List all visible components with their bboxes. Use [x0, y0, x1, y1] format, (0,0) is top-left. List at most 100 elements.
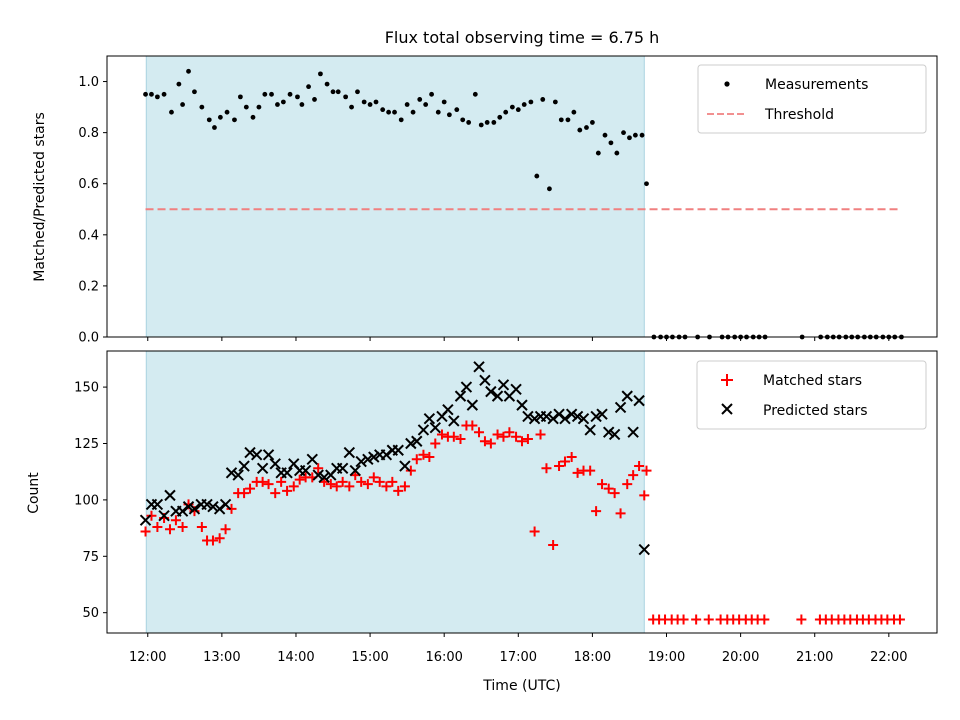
- measurement-point: [361, 99, 367, 105]
- matched-stars-point: [467, 420, 478, 431]
- predicted-stars-point: [565, 408, 578, 420]
- matched-stars-point: [368, 472, 379, 483]
- predicted-stars-point: [176, 505, 189, 517]
- x-tick-label: 12:00: [129, 650, 166, 665]
- matched-stars-point: [628, 470, 639, 481]
- predicted-stars-point: [411, 435, 423, 447]
- measurement-point: [154, 94, 160, 100]
- predicted-stars-point: [584, 424, 596, 436]
- measurement-point: [590, 120, 595, 125]
- measurement-point: [441, 99, 447, 105]
- x-tick-label: 13:00: [203, 650, 240, 665]
- measurement-point: [349, 104, 354, 110]
- matched-stars-point: [703, 614, 714, 625]
- matched-stars-point: [220, 524, 231, 535]
- matched-stars-point: [325, 479, 336, 490]
- measurement-point: [312, 97, 317, 102]
- matched-stars-point: [504, 427, 515, 438]
- predicted-stars-point: [213, 503, 226, 515]
- measurement-point: [565, 117, 571, 123]
- predicted-stars-point: [638, 543, 650, 556]
- predicted-stars-point: [429, 421, 442, 434]
- measurement-point: [186, 68, 191, 74]
- y-tick-label: 0.8: [78, 126, 99, 141]
- predicted-stars-point: [540, 410, 553, 423]
- predicted-stars-point: [399, 460, 411, 472]
- predicted-stars-point: [158, 509, 170, 522]
- x-tick-label: 21:00: [796, 650, 833, 665]
- matched-stars-point: [430, 438, 441, 449]
- measurement-point: [287, 91, 293, 97]
- matched-stars-point: [622, 479, 633, 490]
- predicted-stars-point: [182, 500, 195, 513]
- measurement-point: [262, 91, 268, 97]
- top-panel: 0.0 0.2 0.4 0.6 0.8 1.0: [78, 55, 938, 346]
- matched-stars-point: [270, 488, 281, 499]
- x-tick-label: 19:00: [648, 650, 685, 665]
- matched-stars-point: [448, 431, 459, 442]
- predicted-stars-point: [405, 437, 417, 450]
- measurement-point: [143, 91, 148, 97]
- legend-label-threshold: Threshold: [764, 107, 834, 123]
- measurement-point: [318, 71, 323, 77]
- matched-stars-point: [529, 526, 540, 537]
- measurement-point: [380, 107, 386, 113]
- measurement-point: [410, 109, 416, 115]
- measurement-point: [324, 81, 330, 87]
- measurement-point: [169, 109, 174, 115]
- matched-stars-point: [455, 433, 466, 444]
- matched-stars-point: [678, 614, 689, 625]
- predicted-stars-point: [368, 451, 380, 463]
- measurement-point: [484, 120, 490, 125]
- predicted-stars-point: [479, 374, 491, 387]
- measurement-point: [571, 109, 577, 115]
- measurement-point: [330, 89, 336, 95]
- x-tick-label: 22:00: [870, 650, 907, 665]
- measurement-point: [417, 97, 423, 102]
- predicted-stars-point: [355, 455, 367, 468]
- measurement-point: [509, 104, 515, 110]
- measurement-point: [243, 104, 249, 110]
- measurement-point: [232, 117, 237, 123]
- matched-stars-point: [152, 521, 163, 532]
- legend-label-matched: Matched stars: [763, 373, 862, 389]
- predicted-stars-point: [238, 460, 250, 472]
- matched-stars-point: [196, 521, 207, 532]
- predicted-stars-point: [547, 412, 559, 425]
- top-legend: Measurements Threshold: [697, 64, 927, 134]
- matched-stars-point: [572, 467, 583, 478]
- measurement-point: [192, 89, 197, 95]
- measurement-point: [540, 97, 546, 102]
- measurement-point: [404, 102, 410, 107]
- matched-stars-point: [374, 476, 385, 487]
- predicted-stars-point: [225, 467, 238, 479]
- measurement-point: [392, 109, 397, 115]
- matched-stars-point: [479, 436, 490, 447]
- measurement-point: [503, 109, 509, 115]
- matched-stars-point: [381, 481, 392, 492]
- measurement-point: [515, 107, 521, 113]
- matched-stars-point: [639, 490, 650, 501]
- y-tick-label: 1.0: [78, 75, 99, 90]
- matched-stars-point: [591, 506, 602, 517]
- measurement-point: [454, 107, 460, 113]
- predicted-stars-point: [608, 428, 621, 441]
- measurement-point: [478, 122, 484, 128]
- measurement-point: [632, 132, 638, 138]
- predicted-stars-point: [559, 412, 571, 425]
- matched-stars-point: [548, 540, 559, 551]
- matched-stars-point: [796, 614, 807, 625]
- measurement-point: [250, 114, 256, 120]
- matched-stars-point: [362, 479, 373, 490]
- matched-stars-point: [387, 476, 398, 487]
- matched-stars-point: [597, 479, 608, 490]
- measurement-point: [644, 181, 649, 187]
- measurement-point: [217, 114, 223, 120]
- predicted-stars-point: [473, 361, 485, 373]
- predicted-stars-point: [219, 498, 232, 511]
- predicted-stars-point: [485, 385, 497, 398]
- matched-stars-point: [399, 481, 410, 492]
- predicted-stars-point: [262, 449, 275, 461]
- predicted-stars-point: [256, 462, 269, 475]
